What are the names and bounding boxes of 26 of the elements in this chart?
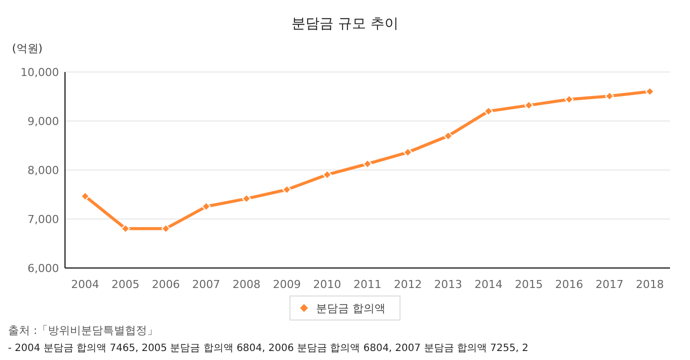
x-tick-label: 2016 (555, 278, 584, 291)
x-tick-label: 2011 (354, 278, 382, 291)
x-tick-label: 2009 (272, 278, 301, 291)
y-tick-label: 7,000 (28, 213, 59, 226)
point (645, 87, 654, 96)
x-tick-label: 2007 (192, 278, 220, 291)
chart-title: 분담금 규모 추이 (292, 16, 398, 32)
x-tick-label: 2012 (394, 278, 422, 291)
x-tick-label: 2005 (112, 278, 140, 291)
y-axis-title: (억원) (12, 42, 43, 55)
y-tick-label: 6,000 (28, 262, 59, 275)
x-tick-label: 2018 (636, 278, 664, 291)
x-tick-label: 2017 (596, 278, 624, 291)
x-tick-label: 2004 (71, 278, 100, 291)
x-tick-label: 2015 (514, 278, 543, 291)
text: - 2004 분담금 합의액 7465, 2005 분담금 합의액 6804, 2006 분담금 합의액 6804, 2007 분담금 합의액 7255, 2 (8, 343, 528, 354)
x-tick-label: 2006 (152, 278, 180, 291)
x-tick-label: 2008 (232, 278, 260, 291)
x-tick-label: 2014 (474, 278, 502, 291)
x-tick-label: 2010 (313, 278, 342, 291)
x-tick-label: 2013 (434, 278, 462, 291)
source-note: 출처 :「방위비분담특별협정」 (8, 324, 158, 337)
y-tick-label: 9,000 (28, 115, 59, 128)
y-tick-label: 10,000 (20, 66, 59, 79)
y-tick-label: 8,000 (28, 164, 59, 177)
legend-label: 분담금 합의액 (316, 302, 386, 315)
